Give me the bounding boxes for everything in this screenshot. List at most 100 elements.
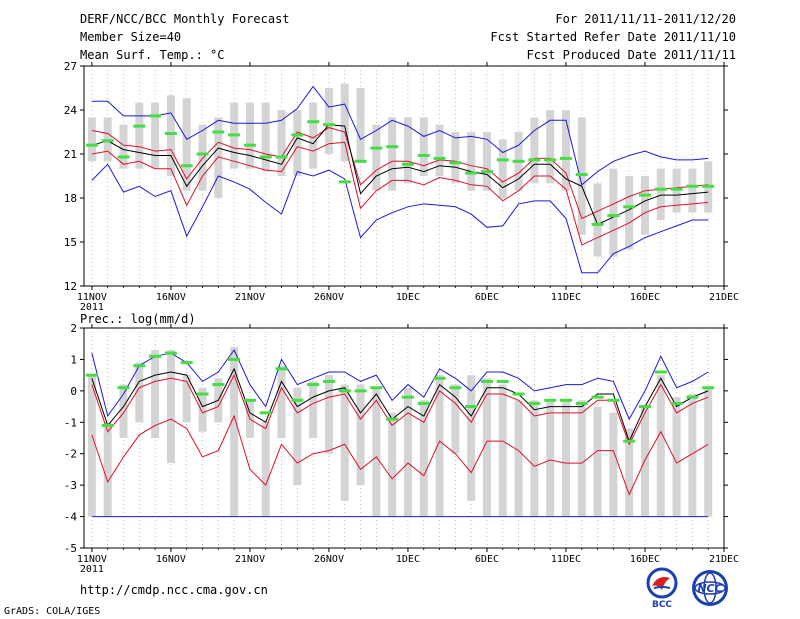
x-tick-label: 1DEC — [396, 554, 420, 565]
chart-title: DERF/NCC/BCC Monthly Forecast — [80, 12, 290, 26]
range-bar — [530, 400, 539, 517]
range-bar — [119, 124, 128, 169]
green-marker — [670, 187, 683, 191]
green-marker — [638, 193, 651, 197]
y-tick-label: 12 — [64, 280, 77, 293]
range-bar — [593, 183, 602, 257]
range-bar — [87, 117, 96, 162]
range-bar — [609, 168, 618, 257]
range-bar — [435, 124, 444, 176]
series-lower-blue — [91, 163, 709, 274]
green-marker — [559, 156, 572, 160]
y-tick-label: 18 — [64, 192, 77, 205]
green-marker — [575, 173, 588, 177]
green-marker — [654, 187, 667, 191]
green-marker — [322, 379, 335, 383]
y-tick-label: -2 — [64, 448, 77, 461]
green-marker — [243, 398, 256, 402]
range-bar — [656, 168, 665, 220]
series-upper-red — [91, 373, 709, 446]
green-marker — [212, 130, 225, 134]
forecast-period: For 2011/11/11-2011/12/20 — [555, 12, 736, 26]
green-marker — [433, 156, 446, 160]
green-marker — [180, 361, 193, 365]
range-bar — [151, 102, 160, 169]
x-tick-label: 16NOV — [156, 292, 186, 303]
green-marker — [291, 398, 304, 402]
series-lower-red — [91, 141, 709, 246]
green-marker — [591, 222, 604, 226]
y-tick-label: -4 — [64, 511, 78, 524]
grads-credit: GrADS: COLA/IGES — [4, 606, 101, 617]
range-bar — [293, 110, 302, 176]
range-bar — [467, 375, 476, 501]
green-marker — [528, 158, 541, 162]
temperature-panel-label: Mean Surf. Temp.: °C — [80, 48, 225, 62]
green-marker — [480, 170, 493, 174]
range-bar — [309, 381, 318, 438]
x-tick-label: 21NOV — [235, 554, 265, 565]
ncc-logo-text: NCC — [697, 582, 722, 595]
range-bar — [388, 412, 397, 517]
green-marker — [465, 171, 478, 175]
range-bar — [103, 422, 112, 517]
green-marker — [196, 152, 209, 156]
series-ensemble-mean — [91, 367, 709, 443]
precip-panel-label: Prec.: log(mm/d) — [80, 312, 196, 326]
range-bar — [135, 362, 144, 423]
member-size: Member Size=40 — [80, 30, 182, 44]
range-bar — [704, 387, 713, 517]
y-tick-label: -3 — [64, 479, 77, 492]
x-tick-label: 11NOV — [77, 554, 107, 565]
range-bar — [561, 110, 570, 191]
range-bar — [625, 176, 634, 250]
green-marker — [228, 357, 241, 361]
x-tick-label: 6DEC — [475, 292, 499, 303]
green-marker — [101, 423, 114, 427]
green-marker — [480, 379, 493, 383]
y-tick-label: 2 — [70, 322, 77, 335]
range-bar — [324, 375, 333, 454]
series-upper-blue — [91, 85, 709, 186]
range-bar — [214, 117, 223, 198]
green-marker — [702, 184, 715, 188]
green-marker — [85, 373, 98, 377]
green-marker — [291, 133, 304, 137]
range-bar — [514, 400, 523, 517]
range-bar — [151, 350, 160, 438]
y-tick-label: 15 — [64, 236, 77, 249]
range-bar — [87, 375, 96, 517]
green-marker — [607, 214, 620, 218]
range-bar — [498, 384, 507, 517]
green-marker — [149, 354, 162, 358]
green-marker — [544, 398, 557, 402]
green-marker — [591, 395, 604, 399]
green-marker — [117, 386, 130, 390]
green-marker — [607, 398, 620, 402]
range-bar — [245, 102, 254, 169]
green-marker — [401, 162, 414, 166]
series-upper-blue — [91, 349, 709, 421]
green-marker — [275, 367, 288, 371]
range-bar — [403, 117, 412, 184]
green-marker — [354, 159, 367, 163]
ncc-logo: NCC — [688, 566, 734, 614]
green-marker — [575, 401, 588, 405]
x-tick-label: 21DEC — [709, 554, 739, 565]
green-marker — [702, 386, 715, 390]
green-marker — [243, 143, 256, 147]
x-tick-label: 1DEC — [396, 292, 420, 303]
website-url[interactable]: http://cmdp.ncc.cma.gov.cn — [80, 583, 268, 597]
green-marker — [686, 184, 699, 188]
bcc-logo-text: BCC — [652, 600, 672, 610]
green-marker — [338, 180, 351, 184]
green-marker — [638, 405, 651, 409]
range-bar — [688, 168, 697, 213]
range-bar — [372, 387, 381, 517]
green-marker — [386, 145, 399, 149]
green-marker — [117, 155, 130, 159]
range-bar — [324, 88, 333, 154]
